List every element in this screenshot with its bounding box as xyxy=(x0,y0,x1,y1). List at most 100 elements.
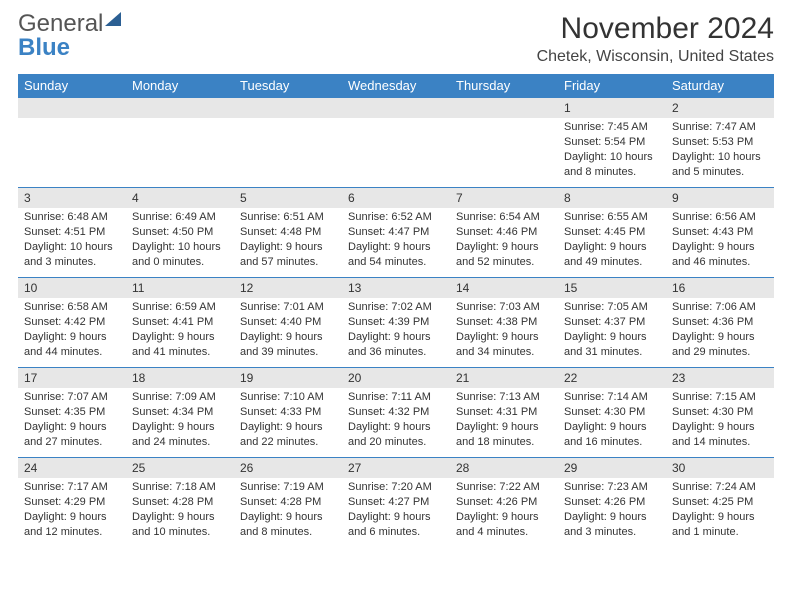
cell-sunrise: Sunrise: 7:01 AM xyxy=(240,300,336,315)
day-number: 10 xyxy=(18,278,126,298)
cell-sunset: Sunset: 4:26 PM xyxy=(456,495,552,510)
calendar-cell: 6Sunrise: 6:52 AMSunset: 4:47 PMDaylight… xyxy=(342,188,450,278)
day-number-bar-empty xyxy=(18,98,126,118)
cell-sunset: Sunset: 4:39 PM xyxy=(348,315,444,330)
cell-sunset: Sunset: 4:37 PM xyxy=(564,315,660,330)
cell-sunrise: Sunrise: 7:07 AM xyxy=(24,390,120,405)
cell-sunrise: Sunrise: 6:55 AM xyxy=(564,210,660,225)
calendar-cell: 18Sunrise: 7:09 AMSunset: 4:34 PMDayligh… xyxy=(126,368,234,458)
cell-sunset: Sunset: 4:30 PM xyxy=(672,405,768,420)
calendar-cell: 13 Sunrise: 7:02 AMSunset: 4:39 PMDayligh… xyxy=(342,278,450,368)
cell-sunrise: Sunrise: 7:45 AM xyxy=(564,120,660,135)
cell-sunrise: Sunrise: 6:54 AM xyxy=(456,210,552,225)
day-number: 21 xyxy=(450,368,558,388)
sail-icon xyxy=(105,12,121,26)
calendar-cell xyxy=(342,98,450,188)
cell-sunset: Sunset: 5:54 PM xyxy=(564,135,660,150)
day-number: 8 xyxy=(558,188,666,208)
cell-sunset: Sunset: 4:36 PM xyxy=(672,315,768,330)
calendar-table: SundayMondayTuesdayWednesdayThursdayFrid… xyxy=(18,74,774,548)
day-number: 22 xyxy=(558,368,666,388)
calendar-cell xyxy=(234,98,342,188)
calendar-cell xyxy=(450,98,558,188)
day-number: 7 xyxy=(450,188,558,208)
day-number: 9 xyxy=(666,188,774,208)
cell-sunrise: Sunrise: 6:58 AM xyxy=(24,300,120,315)
cell-sunset: Sunset: 4:28 PM xyxy=(240,495,336,510)
day-number: 1 xyxy=(558,98,666,118)
day-number: 30 xyxy=(666,458,774,478)
calendar-week-row: 3Sunrise: 6:48 AMSunset: 4:51 PMDaylight… xyxy=(18,188,774,278)
calendar-cell: 21Sunrise: 7:13 AMSunset: 4:31 PMDayligh… xyxy=(450,368,558,458)
day-number: 3 xyxy=(18,188,126,208)
cell-sunrise: Sunrise: 6:51 AM xyxy=(240,210,336,225)
cell-sunrise: Sunrise: 7:11 AM xyxy=(348,390,444,405)
cell-daylight: Daylight: 10 hours and 3 minutes. xyxy=(24,240,120,270)
cell-sunrise: Sunrise: 7:13 AM xyxy=(456,390,552,405)
cell-sunset: Sunset: 4:40 PM xyxy=(240,315,336,330)
cell-sunset: Sunset: 4:50 PM xyxy=(132,225,228,240)
weekday-header: Wednesday xyxy=(342,74,450,98)
day-number: 14 xyxy=(450,278,558,298)
cell-daylight: Daylight: 9 hours and 36 minutes. xyxy=(348,330,444,360)
cell-sunrise: Sunrise: 7:06 AM xyxy=(672,300,768,315)
cell-sunset: Sunset: 4:35 PM xyxy=(24,405,120,420)
day-number-bar-empty xyxy=(126,98,234,118)
day-number: 28 xyxy=(450,458,558,478)
weekday-header: Thursday xyxy=(450,74,558,98)
day-number: 2 xyxy=(666,98,774,118)
calendar-cell: 14Sunrise: 7:03 AMSunset: 4:38 PMDayligh… xyxy=(450,278,558,368)
cell-daylight: Daylight: 9 hours and 3 minutes. xyxy=(564,510,660,540)
calendar-cell: 5Sunrise: 6:51 AMSunset: 4:48 PMDaylight… xyxy=(234,188,342,278)
cell-sunset: Sunset: 4:43 PM xyxy=(672,225,768,240)
day-number: 13 xyxy=(342,278,450,298)
day-number-bar-empty xyxy=(450,98,558,118)
cell-sunrise: Sunrise: 7:03 AM xyxy=(456,300,552,315)
cell-sunrise: Sunrise: 7:20 AM xyxy=(348,480,444,495)
cell-daylight: Daylight: 9 hours and 49 minutes. xyxy=(564,240,660,270)
cell-daylight: Daylight: 9 hours and 4 minutes. xyxy=(456,510,552,540)
cell-sunrise: Sunrise: 7:02 AM xyxy=(348,300,444,315)
cell-sunrise: Sunrise: 7:17 AM xyxy=(24,480,120,495)
day-number: 24 xyxy=(18,458,126,478)
day-number: 17 xyxy=(18,368,126,388)
cell-daylight: Daylight: 9 hours and 41 minutes. xyxy=(132,330,228,360)
cell-daylight: Daylight: 9 hours and 12 minutes. xyxy=(24,510,120,540)
cell-sunset: Sunset: 4:25 PM xyxy=(672,495,768,510)
cell-sunrise: Sunrise: 7:10 AM xyxy=(240,390,336,405)
day-number: 15 xyxy=(558,278,666,298)
calendar-cell: 7Sunrise: 6:54 AMSunset: 4:46 PMDaylight… xyxy=(450,188,558,278)
cell-sunset: Sunset: 4:31 PM xyxy=(456,405,552,420)
calendar-cell: 29Sunrise: 7:23 AMSunset: 4:26 PMDayligh… xyxy=(558,458,666,548)
cell-sunset: Sunset: 4:41 PM xyxy=(132,315,228,330)
calendar-body: 1 Sunrise: 7:45 AMSunset: 5:54 PM Daylight… xyxy=(18,98,774,548)
cell-daylight: Daylight: 9 hours and 22 minutes. xyxy=(240,420,336,450)
weekday-header: Friday xyxy=(558,74,666,98)
calendar-cell: 9Sunrise: 6:56 AMSunset: 4:43 PMDaylight… xyxy=(666,188,774,278)
cell-daylight: Daylight: 10 hours and 0 minutes. xyxy=(132,240,228,270)
day-number: 6 xyxy=(342,188,450,208)
cell-daylight: Daylight: 9 hours and 8 minutes. xyxy=(240,510,336,540)
cell-daylight: Daylight: 9 hours and 16 minutes. xyxy=(564,420,660,450)
calendar-cell xyxy=(18,98,126,188)
calendar-cell: 24Sunrise: 7:17 AMSunset: 4:29 PMDayligh… xyxy=(18,458,126,548)
cell-daylight: Daylight: 9 hours and 34 minutes. xyxy=(456,330,552,360)
title-block: November 2024 Chetek, Wisconsin, United … xyxy=(537,12,774,66)
calendar-cell: 16Sunrise: 7:06 AMSunset: 4:36 PMDayligh… xyxy=(666,278,774,368)
cell-sunset: Sunset: 4:47 PM xyxy=(348,225,444,240)
cell-sunset: Sunset: 4:27 PM xyxy=(348,495,444,510)
month-title: November 2024 xyxy=(537,12,774,46)
day-number: 19 xyxy=(234,368,342,388)
cell-sunrise: Sunrise: 6:48 AM xyxy=(24,210,120,225)
cell-sunrise: Sunrise: 6:52 AM xyxy=(348,210,444,225)
cell-sunrise: Sunrise: 7:22 AM xyxy=(456,480,552,495)
location: Chetek, Wisconsin, United States xyxy=(537,48,774,66)
cell-sunset: Sunset: 5:53 PM xyxy=(672,135,768,150)
day-number: 18 xyxy=(126,368,234,388)
calendar-cell: 12Sunrise: 7:01 AMSunset: 4:40 PMDayligh… xyxy=(234,278,342,368)
weekday-header: Monday xyxy=(126,74,234,98)
day-number-bar-empty xyxy=(342,98,450,118)
calendar-cell: 20Sunrise: 7:11 AMSunset: 4:32 PMDayligh… xyxy=(342,368,450,458)
cell-sunrise: Sunrise: 6:56 AM xyxy=(672,210,768,225)
cell-sunset: Sunset: 4:46 PM xyxy=(456,225,552,240)
